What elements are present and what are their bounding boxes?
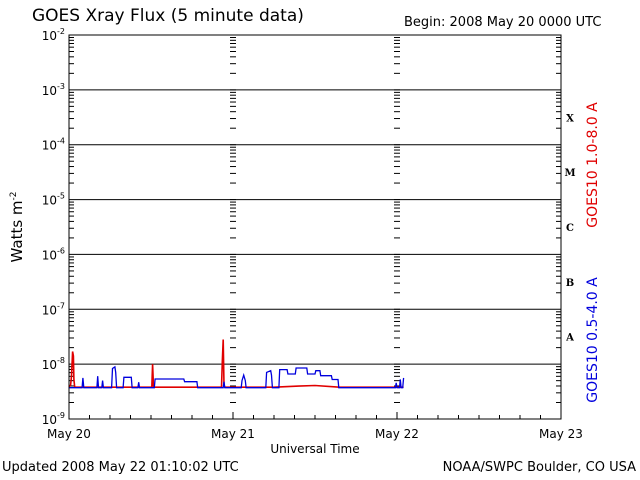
flare-class-label: C	[566, 223, 574, 234]
y-tick-label: 10-7	[42, 301, 65, 317]
flare-class-label: B	[566, 278, 574, 289]
y-tick-label: 10-3	[42, 82, 65, 98]
flare-class-label: X	[566, 113, 574, 124]
y-axis-label: Watts m-2	[8, 191, 26, 262]
legend-label: GOES10 0.5-4.0 A	[585, 277, 601, 403]
chart-title: GOES Xray Flux (5 minute data)	[32, 6, 304, 26]
y-tick-label: 10-4	[42, 137, 65, 153]
x-tick-label: May 21	[211, 427, 255, 441]
x-tick-label: May 23	[539, 427, 583, 441]
y-tick-label: 10-9	[42, 411, 65, 427]
series-line-short	[69, 365, 405, 389]
y-tick-label: 10-2	[42, 27, 65, 43]
x-tick-label: May 22	[375, 427, 419, 441]
y-tick-label: 10-5	[42, 192, 65, 208]
x-axis-label: Universal Time	[270, 442, 359, 456]
flare-class-label: M	[564, 168, 575, 179]
y-tick-label: 10-8	[42, 356, 65, 372]
flare-class-label: A	[565, 333, 574, 344]
legend-label: GOES10 1.0-8.0 A	[585, 102, 601, 228]
updated-timestamp: Updated 2008 May 22 01:10:02 UTC	[2, 460, 239, 475]
plot-frame	[68, 34, 562, 420]
begin-time-label: Begin: 2008 May 20 0000 UTC	[404, 15, 602, 30]
y-tick-label: 10-6	[42, 246, 65, 262]
x-tick-label: May 20	[47, 427, 91, 441]
credit-label: NOAA/SWPC Boulder, CO USA	[442, 460, 636, 475]
series-line-long	[68, 339, 404, 388]
